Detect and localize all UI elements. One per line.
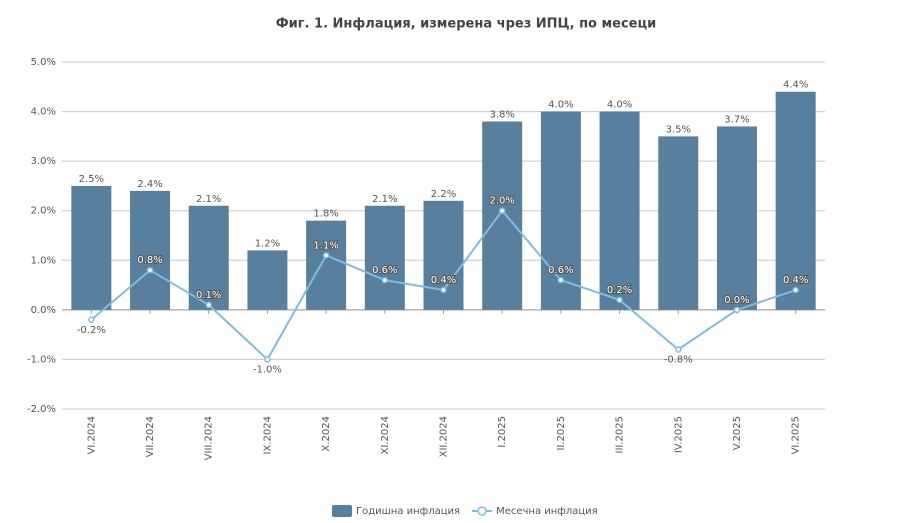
x-tick-label: VI.2024 [86, 416, 97, 454]
line-value-label: 0.0% [724, 295, 749, 306]
y-tick-label: 2.0% [31, 206, 56, 217]
line-point [381, 276, 389, 284]
y-tick-label: -2.0% [27, 404, 56, 415]
legend-label: Годишна инфлация [356, 506, 460, 517]
bar-value-label: 3.8% [489, 109, 514, 120]
line-point [88, 316, 95, 324]
x-tick-label: II.2025 [556, 416, 567, 451]
line-point [557, 276, 565, 284]
y-tick-label: 1.0% [31, 255, 56, 266]
line-point [733, 306, 741, 314]
bar-value-label: 4.4% [783, 80, 808, 91]
bar [188, 205, 229, 310]
bar-value-label: 2.5% [79, 174, 104, 185]
x-tick-label: VII.2024 [145, 416, 156, 457]
line-value-label: 0.6% [372, 265, 397, 276]
line-value-label: 0.2% [607, 285, 632, 296]
legend-label: Месечна инфлация [496, 506, 598, 517]
bar-value-label: 1.8% [313, 209, 338, 220]
line-point [322, 252, 330, 259]
bar [130, 190, 171, 310]
line-value-label: -1.0% [253, 364, 282, 375]
legend-swatch-point [477, 506, 487, 516]
line-point [792, 286, 799, 294]
bar-value-label: 2.4% [137, 179, 162, 190]
line-value-label: 0.4% [431, 275, 456, 286]
bar [306, 220, 347, 310]
x-tick-label: XII.2024 [439, 416, 450, 457]
line-value-label: 0.4% [783, 275, 808, 286]
bar [599, 111, 640, 310]
chart-title: Фиг. 1. Инфлация, измерена чрез ИПЦ, по … [276, 17, 656, 32]
bar [423, 200, 464, 310]
bar [71, 185, 112, 310]
bar-value-label: 2.1% [372, 194, 397, 205]
bar [364, 205, 405, 310]
line-point [205, 301, 212, 309]
x-tick-label: X.2024 [321, 416, 332, 451]
bar [716, 126, 757, 310]
y-tick-label: 0.0% [31, 305, 56, 316]
x-tick-label: VI.2025 [791, 416, 802, 454]
line-value-label: -0.8% [664, 355, 693, 366]
line-point [616, 296, 623, 304]
x-tick-label: III.2025 [615, 416, 626, 453]
line-point [440, 286, 447, 294]
x-tick-label: V.2025 [732, 416, 743, 450]
line-point [675, 346, 682, 353]
bar [540, 111, 581, 310]
bar-value-label: 4.0% [548, 100, 573, 111]
x-tick-label: IX.2024 [262, 416, 273, 454]
line-value-label: 0.1% [196, 290, 221, 301]
y-tick-label: 4.0% [31, 107, 56, 118]
bar-value-label: 4.0% [607, 100, 632, 111]
bar-value-label: 3.7% [724, 114, 749, 125]
line-value-label: 0.6% [548, 265, 573, 276]
bar [482, 121, 523, 310]
line-value-label: 0.8% [137, 255, 162, 266]
bar-value-label: 3.5% [666, 124, 691, 135]
legend-swatch [332, 505, 352, 517]
line-value-label: 2.0% [489, 196, 514, 207]
x-tick-label: I.2025 [497, 416, 508, 448]
line-point [146, 266, 154, 274]
bar [247, 250, 288, 310]
x-tick-label: VIII.2024 [204, 416, 215, 460]
y-tick-label: 3.0% [31, 156, 56, 167]
line-point [498, 207, 506, 214]
bar-value-label: 2.1% [196, 194, 221, 205]
y-tick-label: -1.0% [27, 354, 56, 365]
legend: Годишна инфлация Месечна инфлация [332, 505, 598, 517]
bar-value-label: 2.2% [431, 189, 456, 200]
bar [658, 136, 699, 310]
bar-value-label: 1.2% [255, 238, 280, 249]
line-value-label: 1.1% [313, 240, 338, 251]
bar [775, 91, 816, 310]
x-tick-label: IV.2025 [673, 416, 684, 453]
x-tick-label: XI.2024 [380, 416, 391, 454]
line-point [264, 356, 271, 363]
y-tick-label: 5.0% [31, 57, 56, 68]
line-value-label: -0.2% [77, 325, 106, 336]
